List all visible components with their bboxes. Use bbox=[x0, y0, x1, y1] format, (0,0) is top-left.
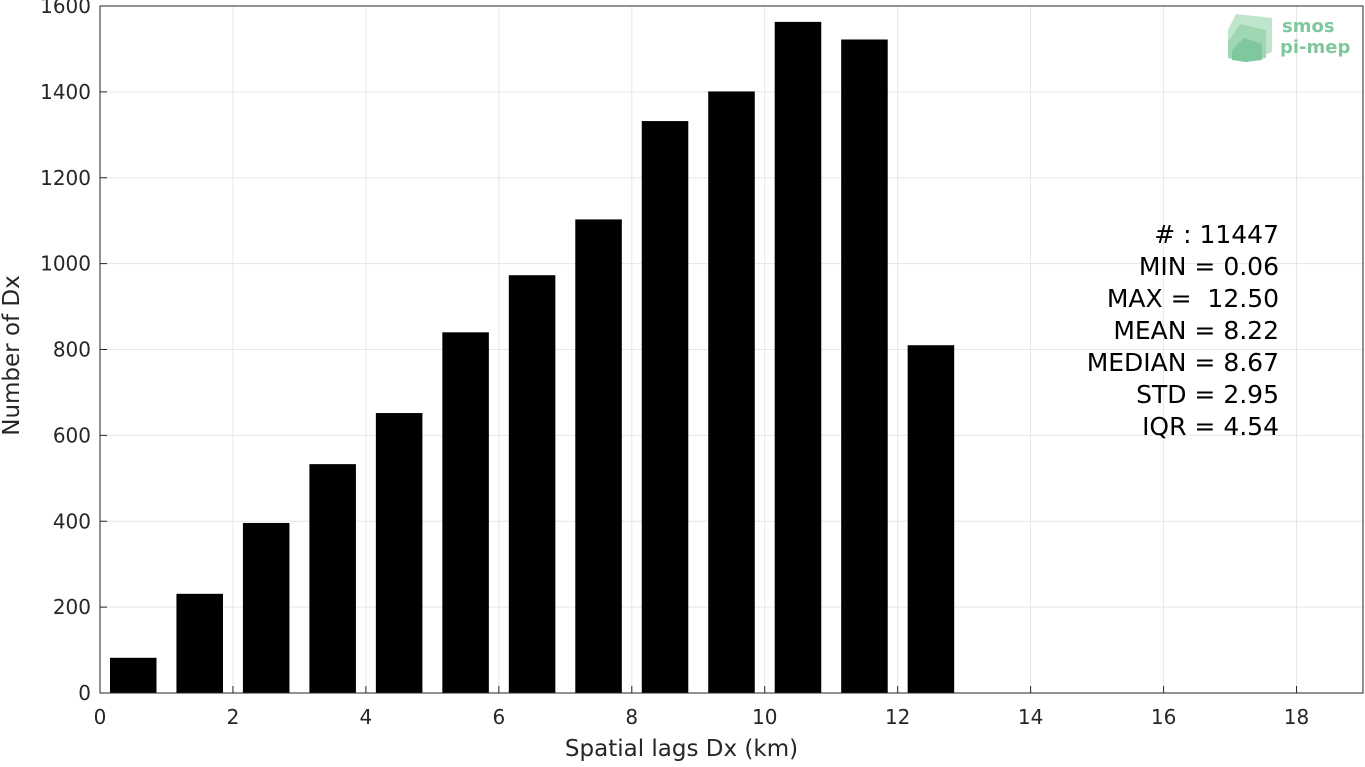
bar bbox=[575, 219, 622, 694]
x-tick-label: 6 bbox=[492, 705, 505, 729]
y-tick-label: 200 bbox=[53, 595, 91, 619]
stats-box: # : 11447 MIN = 0.06 MAX = 12.50 MEAN = 8.2… bbox=[1087, 220, 1279, 441]
stat-line: # : 11447 bbox=[1154, 220, 1279, 249]
stat-line: STD = 2.95 bbox=[1136, 380, 1279, 409]
logo-text-pimep: pi-mep bbox=[1280, 37, 1350, 58]
y-tick-label: 1400 bbox=[40, 80, 91, 104]
bar bbox=[508, 275, 556, 693]
bar bbox=[708, 91, 755, 694]
x-tick-label: 10 bbox=[752, 705, 777, 729]
bar bbox=[841, 39, 888, 693]
x-axis-label: Spatial lags Dx (km) bbox=[565, 736, 798, 762]
y-tick-label: 400 bbox=[53, 509, 91, 533]
y-tick-label: 0 bbox=[78, 681, 91, 705]
y-tick-label: 1600 bbox=[40, 0, 91, 18]
bar bbox=[176, 593, 223, 693]
bar bbox=[907, 345, 955, 693]
x-tick-label: 0 bbox=[94, 705, 107, 729]
stat-line: MAX = 12.50 bbox=[1107, 284, 1279, 313]
stat-line: IQR = 4.54 bbox=[1142, 412, 1279, 441]
bar bbox=[109, 657, 157, 693]
x-tick-label: 16 bbox=[1151, 705, 1176, 729]
ticks: 0 2 4 6 8 10 12 14 16 18 0 200 400 600 800 1000 1200 1400… bbox=[40, 0, 1309, 729]
bar bbox=[242, 522, 290, 693]
logo-text-smos: smos bbox=[1282, 16, 1335, 37]
y-tick-label: 800 bbox=[53, 338, 91, 362]
logo-icon bbox=[1228, 14, 1272, 62]
x-tick-label: 2 bbox=[227, 705, 240, 729]
bar bbox=[641, 121, 689, 693]
x-tick-label: 14 bbox=[1018, 705, 1043, 729]
smos-pimep-logo: smos pi-mep bbox=[1228, 14, 1350, 62]
bar bbox=[774, 21, 822, 693]
stat-line: MEAN = 8.22 bbox=[1113, 316, 1279, 345]
x-tick-label: 18 bbox=[1284, 705, 1309, 729]
x-tick-label: 12 bbox=[885, 705, 910, 729]
bar bbox=[309, 464, 356, 693]
bar bbox=[375, 413, 423, 693]
y-tick-label: 1000 bbox=[40, 252, 91, 276]
y-axis-label: Number of Dx bbox=[0, 275, 25, 436]
bar bbox=[442, 332, 489, 693]
y-tick-label: 1200 bbox=[40, 166, 91, 190]
bars bbox=[109, 21, 955, 694]
stat-line: MEDIAN = 8.67 bbox=[1087, 348, 1279, 377]
y-tick-label: 600 bbox=[53, 423, 91, 447]
x-tick-label: 4 bbox=[360, 705, 373, 729]
stat-line: MIN = 0.06 bbox=[1139, 252, 1279, 281]
x-tick-label: 8 bbox=[625, 705, 638, 729]
